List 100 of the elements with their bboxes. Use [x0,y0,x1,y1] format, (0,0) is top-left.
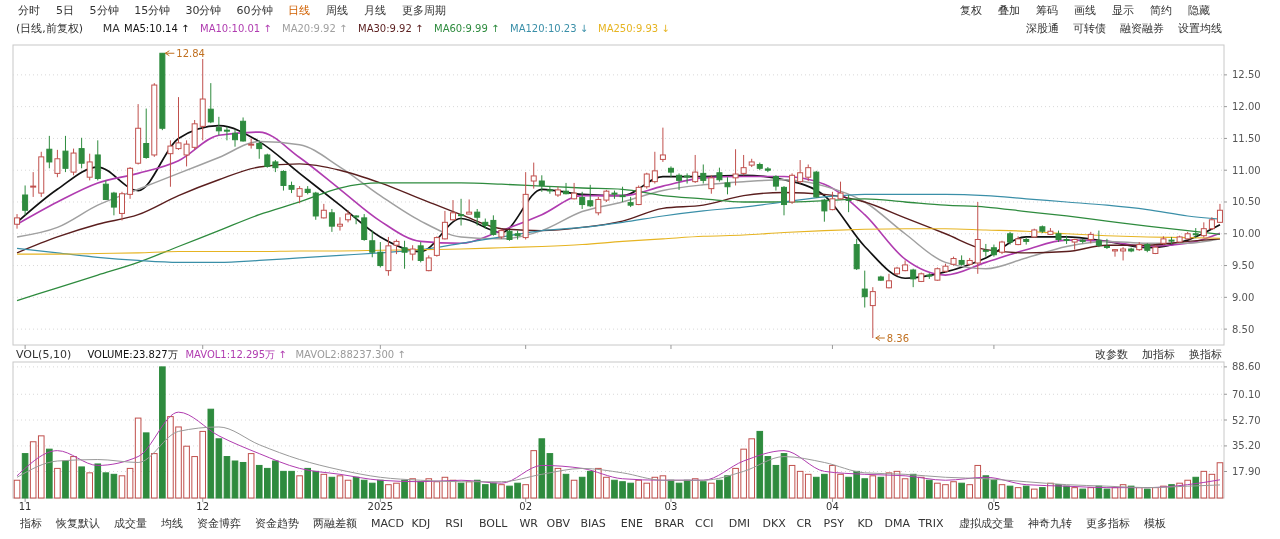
bar [328,476,336,499]
candlestick [659,127,666,163]
bar [958,482,965,499]
bar [780,453,788,499]
bar [1135,487,1143,499]
text: DMA [884,517,911,530]
candlestick [781,185,787,216]
text: 指标 [19,517,42,530]
candlestick [401,240,408,270]
candlestick [30,171,37,198]
candlestick [546,186,553,195]
text: 资金趋势 [255,517,299,530]
candlestick [530,162,537,190]
bar [231,460,239,499]
x-tick-label: 04 [826,501,839,512]
bar [869,475,877,499]
candlestick [595,196,602,216]
bar [1022,485,1030,499]
series-label: VOLUME:23.827万 [87,349,178,360]
x-tick-label: 11 [18,501,32,512]
text: MA60:9.99 ↑ [434,23,500,34]
legend-title: MA [102,22,121,35]
candlestick [974,201,981,275]
text: 5分钟 [89,4,119,17]
candlestick [377,241,384,268]
text: DMI [728,517,751,530]
y-tick-label: 88.60 [1232,361,1261,373]
bar [1006,485,1014,499]
text: 30分钟 [185,4,222,17]
text: 模板 [1143,517,1166,530]
candlestick [14,213,21,230]
bar [708,482,715,499]
text: 神奇九转 [1027,517,1072,530]
x-tick-label: 05 [987,501,1001,512]
text: 显示 [1112,4,1134,17]
candlestick [571,182,578,200]
text: 恢复默认 [55,517,100,530]
candlestick [240,116,247,143]
bar [877,476,885,499]
text: 隐藏 [1188,4,1210,17]
candlestick [369,230,376,258]
text: MA250:9.93 ↓ [598,23,670,34]
line-series [16,426,1221,489]
text: WR [519,517,539,530]
text: 更多周期 [401,4,446,17]
bar [498,484,505,499]
bar [159,366,166,499]
candlestick [797,159,804,185]
bar [70,456,77,499]
annotation: 12.84 [176,47,205,59]
candlestick [223,126,230,141]
candlestick [22,184,29,216]
candlestick [54,149,61,178]
bar [296,475,303,499]
text: BRAR [654,517,685,530]
text: ENE [620,517,643,530]
bar [1030,488,1038,499]
bar [699,481,707,499]
candlestick [336,216,343,232]
candlestick [191,119,198,151]
candlestick [78,137,85,169]
y-tick-label: 35.20 [1232,440,1261,452]
text: 深股通 [1026,22,1059,35]
candlestick [441,210,448,240]
candlestick [692,154,699,184]
text: 60分钟 [236,4,273,17]
text: 资金博弈 [197,517,241,530]
text: TRIX [917,517,945,530]
text: 筹码 [1036,4,1058,17]
text: 复权 [960,4,982,17]
candlestick [490,214,497,237]
candlestick [458,198,465,227]
candlestick [861,270,868,308]
text: 改参数 [1095,348,1128,361]
chart-title: VOL(5,10) [16,348,72,361]
bar [998,484,1006,499]
text: 均线 [160,517,183,530]
bar [401,479,408,499]
bar [320,473,328,499]
candlestick [328,208,335,233]
text: MACD [371,517,404,530]
candlestick [353,214,360,225]
text: MA120:10.23 ↓ [510,23,589,34]
text: RSI [445,517,464,530]
bar [1144,488,1151,499]
bar [465,481,473,499]
candlestick [207,82,214,124]
bar [901,478,909,499]
bar [457,482,465,499]
candlestick [94,139,101,181]
candlestick [1112,248,1119,258]
text: 简约 [1150,4,1172,17]
text: 成交量 [114,517,147,530]
bar [1079,488,1087,499]
bar [417,481,424,499]
y-tick-label: 11.50 [1232,132,1261,144]
y-tick-label: 70.10 [1232,388,1261,400]
text: MAVOL1:12.295万 ↑ [185,349,287,360]
text: MA20:9.92 ↑ [282,23,348,34]
candlestick [1120,246,1127,261]
